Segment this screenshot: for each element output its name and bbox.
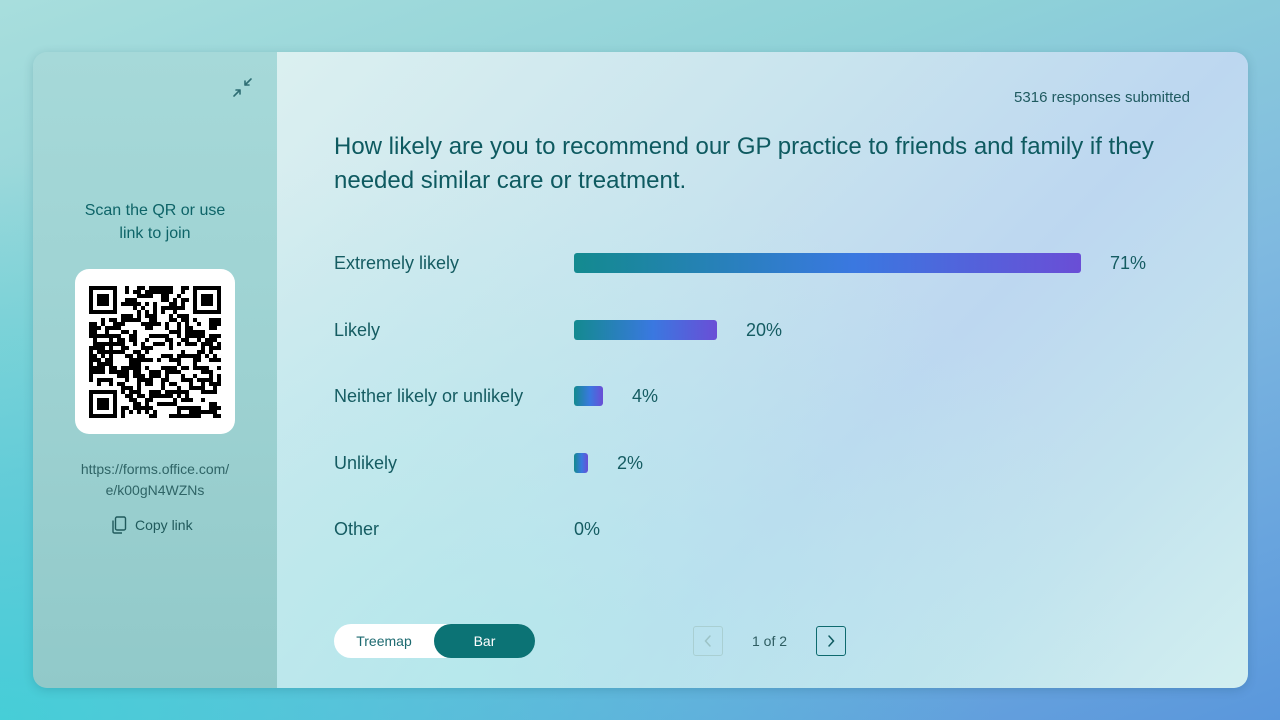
result-percentage: 20%	[746, 319, 783, 340]
join-text-line2: link to join	[119, 225, 191, 242]
result-bar	[574, 452, 588, 473]
result-label: Other	[334, 519, 380, 539]
view-toggle: Treemap Bar	[334, 624, 535, 658]
result-label: Extremely likely	[334, 253, 460, 273]
result-label: Likely	[334, 319, 381, 340]
question-title: How likely are you to recommend our GP p…	[334, 133, 1154, 194]
result-bar	[574, 253, 1081, 273]
join-text-line1: Scan the QR or use	[84, 202, 226, 219]
bar-view-button[interactable]: Bar	[434, 624, 535, 658]
result-row: Likely 20%	[334, 318, 1214, 342]
qr-code-icon	[89, 285, 221, 418]
result-percentage: 4%	[632, 386, 659, 406]
result-row: Neither likely or unlikely 4%	[334, 384, 1214, 408]
chevron-right-icon	[828, 635, 835, 647]
chevron-left-icon	[704, 635, 711, 647]
page-indicator: 1 of 2	[751, 633, 788, 649]
result-label: Unlikely	[334, 452, 398, 473]
collapse-button[interactable]	[231, 76, 255, 100]
next-page-button[interactable]	[816, 626, 846, 656]
join-link-line2: e/k00gN4WZNs	[105, 482, 205, 498]
result-percentage: 0%	[574, 519, 601, 539]
result-row: Extremely likely 71%	[334, 251, 1214, 275]
join-link[interactable]: https://forms.office.com/ e/k00gN4WZNs	[33, 459, 277, 501]
results-card: Scan the QR or use link to join https://…	[33, 52, 1248, 688]
copy-link-label: Copy link	[135, 517, 193, 533]
join-link-line1: https://forms.office.com/	[80, 461, 230, 477]
result-row: Other 0%	[334, 517, 1214, 541]
result-row: Unlikely 2%	[334, 451, 1214, 475]
previous-page-button[interactable]	[693, 626, 723, 656]
result-percentage: 71%	[1110, 253, 1147, 273]
pagination: 1 of 2	[693, 626, 846, 656]
result-bar	[574, 386, 603, 406]
treemap-view-button[interactable]: Treemap	[356, 633, 412, 649]
join-sidebar: Scan the QR or use link to join https://…	[33, 52, 277, 688]
collapse-arrows-icon	[233, 78, 252, 97]
copy-icon	[112, 516, 127, 534]
results-panel: 5316 responses submitted How likely are …	[277, 52, 1248, 688]
result-bar	[574, 319, 717, 340]
responses-count: 5316 responses submitted	[1014, 89, 1190, 106]
copy-link-button[interactable]: Copy link	[111, 514, 193, 536]
result-label: Neither likely or unlikely	[334, 386, 524, 406]
qr-code	[75, 269, 235, 434]
join-instructions: Scan the QR or use link to join	[33, 199, 277, 245]
result-percentage: 2%	[617, 452, 644, 473]
